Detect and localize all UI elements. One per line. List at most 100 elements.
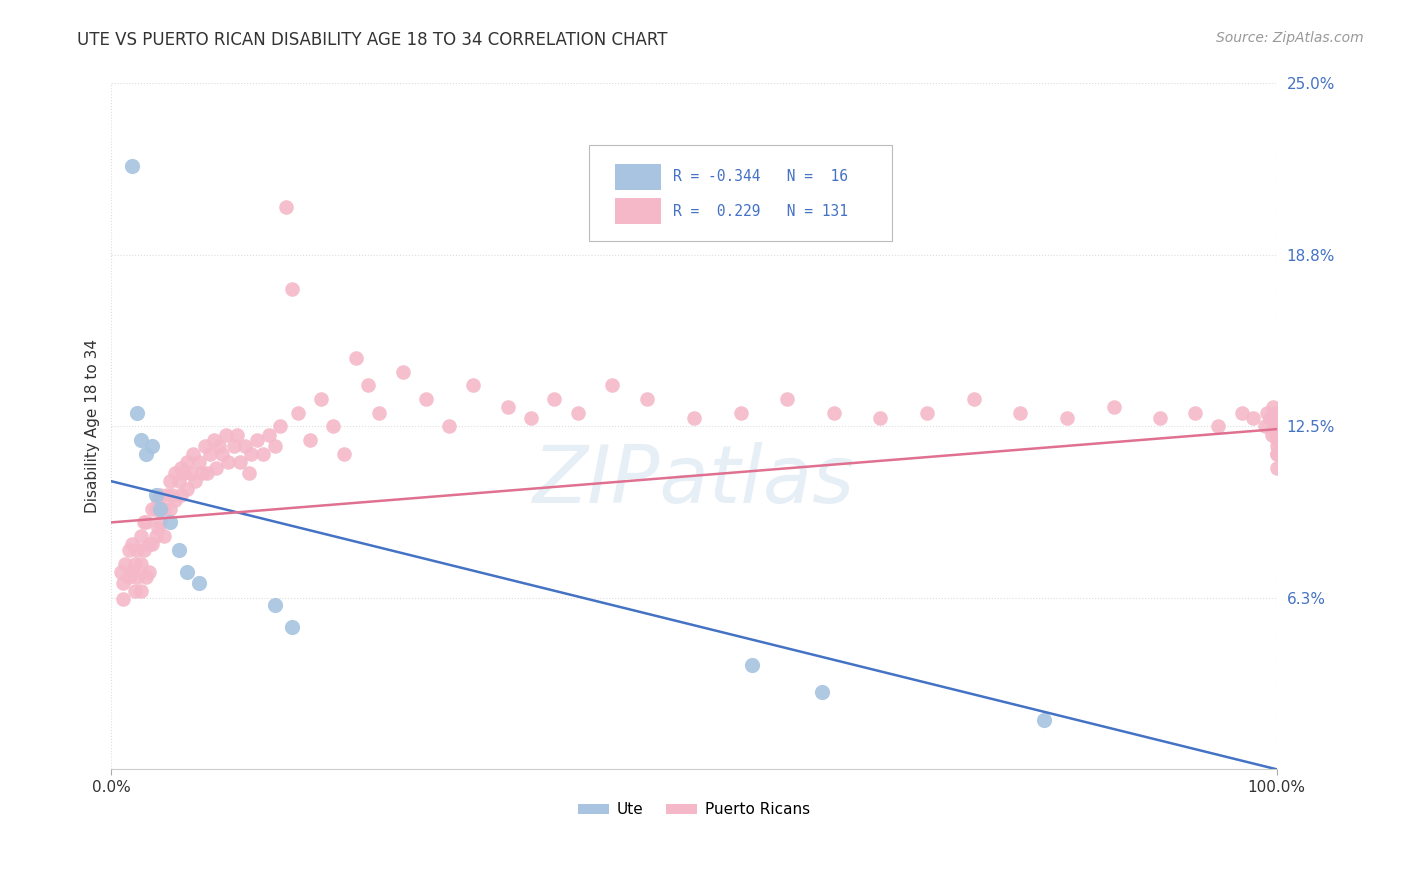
Point <box>114 557 136 571</box>
Point <box>129 584 152 599</box>
Point <box>141 501 163 516</box>
Text: Source: ZipAtlas.com: Source: ZipAtlas.com <box>1216 31 1364 45</box>
Point <box>811 685 834 699</box>
Point <box>132 542 155 557</box>
Point <box>125 542 148 557</box>
Point <box>112 592 135 607</box>
Point <box>200 447 222 461</box>
Point <box>211 447 233 461</box>
Point <box>1010 406 1032 420</box>
Point <box>1265 427 1288 442</box>
Point <box>1149 411 1171 425</box>
Point <box>110 565 132 579</box>
Text: ZIPatlas: ZIPatlas <box>533 442 855 520</box>
Point <box>520 411 543 425</box>
Point <box>135 570 157 584</box>
Point <box>159 475 181 489</box>
Point <box>1263 411 1285 425</box>
Legend: Ute, Puerto Ricans: Ute, Puerto Ricans <box>572 797 815 823</box>
Point <box>461 378 484 392</box>
Point <box>159 516 181 530</box>
Point <box>391 364 413 378</box>
Point <box>141 439 163 453</box>
Point <box>1265 411 1288 425</box>
Point <box>1265 433 1288 447</box>
Point <box>184 475 207 489</box>
Point <box>145 501 167 516</box>
Point <box>129 433 152 447</box>
Point <box>1258 411 1281 425</box>
Point <box>125 406 148 420</box>
Point <box>1265 427 1288 442</box>
Point <box>1230 406 1253 420</box>
Point <box>156 488 179 502</box>
Point <box>730 406 752 420</box>
Point <box>1208 419 1230 434</box>
Point <box>1265 406 1288 420</box>
Point <box>602 378 624 392</box>
Text: UTE VS PUERTO RICAN DISABILITY AGE 18 TO 34 CORRELATION CHART: UTE VS PUERTO RICAN DISABILITY AGE 18 TO… <box>77 31 668 49</box>
Point <box>246 433 269 447</box>
Text: R =  0.229   N = 131: R = 0.229 N = 131 <box>673 203 848 219</box>
Point <box>298 433 321 447</box>
Point <box>869 411 891 425</box>
Point <box>149 488 172 502</box>
Point <box>1261 427 1284 442</box>
Point <box>1265 460 1288 475</box>
Point <box>276 200 298 214</box>
Point <box>187 455 209 469</box>
Point <box>195 466 218 480</box>
Point <box>228 455 250 469</box>
Point <box>214 427 236 442</box>
Point <box>322 419 344 434</box>
Y-axis label: Disability Age 18 to 34: Disability Age 18 to 34 <box>86 339 100 514</box>
Point <box>207 439 229 453</box>
Point <box>915 406 938 420</box>
Point <box>145 529 167 543</box>
Point <box>333 447 356 461</box>
Point <box>281 282 304 296</box>
Point <box>176 455 198 469</box>
Point <box>776 392 799 406</box>
Point <box>173 466 195 480</box>
Point <box>165 466 187 480</box>
Point <box>1102 400 1125 414</box>
Point <box>1265 439 1288 453</box>
Point <box>217 455 239 469</box>
Point <box>543 392 565 406</box>
Point <box>1263 400 1285 414</box>
Point <box>125 570 148 584</box>
Point <box>683 411 706 425</box>
Point <box>202 433 225 447</box>
Point <box>240 447 263 461</box>
Point <box>1241 411 1264 425</box>
Point <box>149 501 172 516</box>
Point <box>121 159 143 173</box>
Point <box>222 439 245 453</box>
Point <box>636 392 658 406</box>
Point <box>146 521 169 535</box>
Point <box>368 406 391 420</box>
Point <box>132 516 155 530</box>
FancyBboxPatch shape <box>589 145 893 241</box>
Point <box>1265 427 1288 442</box>
Point <box>963 392 986 406</box>
Point <box>153 501 176 516</box>
Point <box>309 392 332 406</box>
Point <box>1032 713 1054 727</box>
Point <box>1265 411 1288 425</box>
Point <box>741 658 763 673</box>
Point <box>287 406 309 420</box>
Point <box>1265 411 1288 425</box>
Point <box>1265 411 1288 425</box>
Point <box>252 447 274 461</box>
Point <box>149 516 172 530</box>
Point <box>235 439 257 453</box>
Point <box>415 392 437 406</box>
Point <box>145 488 167 502</box>
Point <box>1256 406 1278 420</box>
Point <box>165 493 187 508</box>
Point <box>1184 406 1206 420</box>
Point <box>181 447 204 461</box>
FancyBboxPatch shape <box>614 164 661 190</box>
